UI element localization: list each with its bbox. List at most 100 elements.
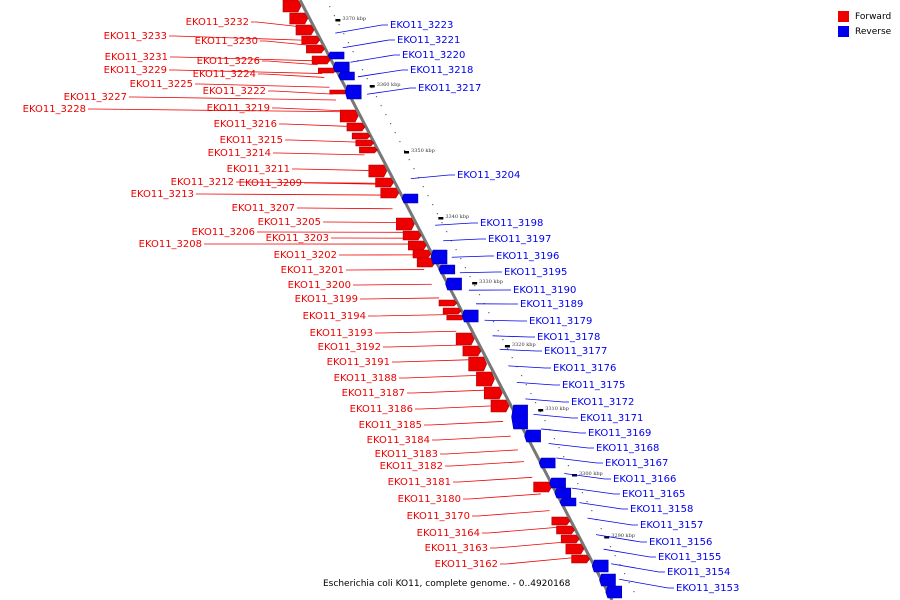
forward-gene-label: EKO11_3201	[281, 265, 344, 276]
scale-tick	[335, 19, 341, 22]
reverse-gene-label: EKO11_3167	[605, 458, 668, 469]
forward-leader-line	[500, 557, 575, 565]
forward-gene-block	[476, 371, 495, 387]
reverse-leader-line	[516, 381, 560, 386]
reverse-gene-block	[599, 573, 616, 587]
reverse-leader-line	[443, 238, 486, 242]
scale-dot	[502, 339, 504, 341]
scale-tick-label: 3320 kbp	[512, 342, 536, 348]
reverse-leader-line	[595, 534, 647, 543]
forward-leader-line	[196, 193, 386, 196]
forward-leader-line	[490, 541, 566, 549]
reverse-leader-line	[459, 271, 502, 274]
reverse-gene-label: EKO11_3168	[596, 443, 659, 454]
reverse-leader-line	[350, 54, 400, 63]
scale-dot	[329, 6, 331, 8]
scale-dot	[544, 420, 546, 422]
forward-leader-line	[424, 421, 504, 426]
forward-leader-line	[297, 207, 393, 210]
forward-gene-label: EKO11_3229	[104, 65, 167, 76]
forward-gene-block	[416, 257, 436, 268]
reverse-gene-block	[430, 249, 448, 265]
forward-gene-label: EKO11_3194	[303, 311, 366, 322]
forward-leader-line	[129, 96, 337, 101]
legend-forward: Forward	[838, 9, 891, 24]
forward-leader-line	[360, 297, 439, 300]
forward-gene-label: EKO11_3228	[23, 104, 86, 115]
scale-tick-label: 3290 kbp	[611, 533, 635, 539]
scale-dot	[399, 141, 401, 143]
forward-swatch	[838, 11, 849, 22]
legend-reverse-label: Reverse	[855, 26, 892, 37]
scale-dot	[521, 375, 523, 377]
scale-dot	[600, 528, 602, 530]
reverse-swatch	[838, 26, 849, 37]
reverse-gene-label: EKO11_3157	[640, 520, 703, 531]
reverse-leader-line	[357, 69, 408, 78]
forward-leader-line	[279, 123, 350, 127]
reverse-gene-block	[554, 487, 572, 499]
forward-leader-line	[262, 60, 318, 66]
scale-dot	[394, 132, 396, 134]
scale-tick-label: 3330 kbp	[479, 279, 503, 285]
forward-gene-block	[396, 217, 415, 231]
reverse-gene-block	[591, 559, 609, 573]
forward-leader-lines	[88, 21, 575, 565]
forward-leader-line	[260, 40, 308, 46]
scale-dot	[558, 447, 560, 449]
scale-tick-label: 3360 kbp	[377, 82, 401, 88]
scale-dot	[609, 546, 612, 548]
forward-gene-block	[368, 164, 388, 178]
forward-gene-label: EKO11_3162	[435, 559, 498, 570]
reverse-gene-label: EKO11_3153	[676, 583, 739, 594]
forward-leader-line	[170, 56, 316, 62]
reverse-leader-lines	[335, 24, 674, 589]
reverse-gene-label: EKO11_3177	[544, 346, 607, 357]
scale-dot	[507, 348, 509, 350]
reverse-gene-label: EKO11_3190	[513, 285, 576, 296]
reverse-leader-line	[492, 335, 535, 338]
reverse-leader-line	[540, 428, 586, 434]
reverse-leader-line	[451, 255, 494, 258]
reverse-gene-label: EKO11_3223	[390, 20, 453, 31]
forward-leader-line	[258, 73, 325, 78]
forward-gene-label: EKO11_3215	[220, 135, 283, 146]
reverse-gene-label: EKO11_3169	[588, 428, 651, 439]
reverse-leader-line	[525, 398, 569, 403]
forward-gene-block	[355, 139, 375, 147]
scale-dot	[371, 87, 373, 89]
scale-dot	[478, 294, 481, 296]
scale-dot	[530, 393, 532, 395]
forward-gene-block	[560, 534, 580, 544]
reverse-leader-line	[499, 348, 542, 352]
scale-dot	[436, 213, 438, 215]
forward-leader-line	[463, 493, 541, 500]
reverse-gene-label: EKO11_3197	[488, 234, 551, 245]
reverse-gene-label: EKO11_3176	[553, 363, 616, 374]
forward-gene-label: EKO11_3230	[195, 36, 258, 47]
reverse-leader-line	[508, 365, 551, 369]
scale-dot	[614, 555, 616, 557]
reverse-leader-line	[587, 517, 638, 526]
scale-dot	[464, 267, 466, 269]
reverse-leader-line	[533, 413, 578, 419]
forward-gene-block	[375, 177, 394, 188]
scale-dot	[469, 276, 471, 278]
forward-gene-label: EKO11_3209	[239, 178, 302, 189]
forward-leader-line	[292, 168, 373, 171]
forward-gene-block	[551, 516, 571, 526]
reverse-gene-block	[438, 264, 456, 275]
reverse-gene-label: EKO11_3220	[402, 50, 465, 61]
forward-leader-line	[169, 69, 323, 74]
scale-dot	[497, 330, 499, 332]
forward-gene-label: EKO11_3207	[232, 203, 295, 214]
map-caption: Escherichia coli KO11, complete genome. …	[323, 579, 571, 589]
reverse-gene-labels: EKO11_3223 EKO11_3221 EKO11_3220 EKO11_3218…	[390, 20, 739, 594]
reverse-gene-block	[401, 193, 419, 204]
forward-gene-block	[359, 146, 378, 154]
reverse-leader-line	[619, 578, 674, 589]
forward-leader-line	[482, 526, 559, 534]
forward-gene-block	[412, 249, 432, 259]
forward-leader-line	[272, 107, 342, 112]
scale-dot	[422, 186, 424, 188]
